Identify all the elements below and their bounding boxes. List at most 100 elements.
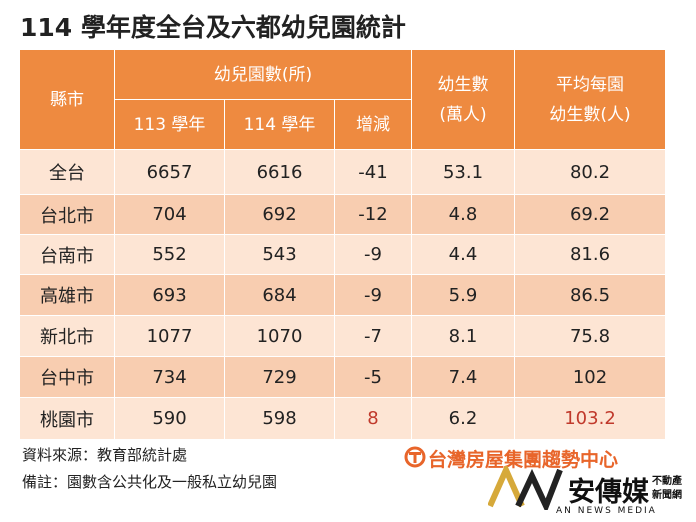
cell-text: 6657 bbox=[146, 161, 193, 183]
cell-text: 53.1 bbox=[442, 161, 484, 183]
title: 114 學年度全台及六都幼兒園統計 bbox=[20, 13, 406, 42]
header-text: 113 學年 bbox=[133, 114, 206, 135]
cell-text: 81.6 bbox=[569, 244, 611, 265]
cell-text: 103.2 bbox=[564, 408, 616, 429]
media-sub: 新聞網 bbox=[652, 490, 682, 501]
cell-text: 8.1 bbox=[448, 325, 478, 347]
header-cell: 幼兒園數(所) bbox=[115, 50, 412, 100]
cell-text: 桃園市 bbox=[40, 409, 94, 431]
table-cell: 86.5 bbox=[515, 275, 666, 316]
header-cell: 114 學年 bbox=[225, 100, 335, 150]
media-en: AN NEWS MEDIA bbox=[556, 506, 657, 516]
cell-text: 75.8 bbox=[569, 325, 611, 347]
cell-text: 台北市 bbox=[40, 205, 94, 227]
table-cell: 69.2 bbox=[515, 195, 666, 235]
table-cell: 543 bbox=[225, 235, 335, 275]
header-text: 縣市 bbox=[50, 89, 84, 110]
table-cell: 4.4 bbox=[412, 235, 515, 275]
table-cell: 693 bbox=[115, 275, 225, 316]
table-cell: 552 bbox=[115, 235, 225, 275]
media-logo: 安傳媒 bbox=[568, 477, 649, 508]
cell-text: 598 bbox=[262, 408, 297, 429]
cell-text: 552 bbox=[152, 244, 187, 265]
table-cell: 81.6 bbox=[515, 235, 666, 275]
header-cell: 縣市 bbox=[20, 50, 115, 150]
header-text: 114 學年 bbox=[243, 114, 316, 135]
table-cell: 704 bbox=[115, 195, 225, 235]
table-cell: 1070 bbox=[225, 316, 335, 357]
cell-text: -9 bbox=[364, 244, 382, 265]
trend-logo-icon bbox=[404, 446, 426, 468]
table-cell: 6616 bbox=[225, 150, 335, 195]
cell-text: 4.4 bbox=[448, 244, 478, 265]
cell-text: 4.8 bbox=[448, 204, 478, 225]
cell-text: 新北市 bbox=[40, 327, 94, 348]
cell-text: 1070 bbox=[256, 325, 303, 347]
cell-text: -41 bbox=[358, 161, 388, 183]
table-cell: -9 bbox=[335, 275, 412, 316]
note: 備註：園數含公共化及一般私立幼兒園 bbox=[22, 473, 278, 491]
cell-text: 729 bbox=[262, 366, 297, 388]
table-cell: 8.1 bbox=[412, 316, 515, 357]
cell-text: 台中市 bbox=[40, 368, 94, 389]
table-cell: -12 bbox=[335, 195, 412, 235]
table-cell: -9 bbox=[335, 235, 412, 275]
cell-text: 69.2 bbox=[569, 204, 611, 225]
cell-text: 704 bbox=[152, 204, 187, 225]
table-cell: 734 bbox=[115, 357, 225, 398]
table-cell: 台中市 bbox=[20, 357, 115, 398]
table-cell: 5.9 bbox=[412, 275, 515, 316]
header-cell: 增減 bbox=[335, 100, 412, 150]
cell-text: 543 bbox=[262, 244, 297, 265]
table-cell: 高雄市 bbox=[20, 275, 115, 316]
header-text: 幼兒園數(所) bbox=[213, 64, 313, 85]
header-text: 增減 bbox=[356, 114, 390, 135]
cell-text: 高雄市 bbox=[40, 286, 94, 307]
cell-text: 86.5 bbox=[569, 284, 611, 306]
header-text: 幼生數 bbox=[437, 74, 489, 95]
cell-text: 8 bbox=[367, 408, 379, 429]
table-cell: 新北市 bbox=[20, 316, 115, 357]
cell-text: 734 bbox=[152, 366, 187, 388]
table-cell: -41 bbox=[335, 150, 412, 195]
cell-text: 1077 bbox=[146, 325, 193, 347]
cell-text: 590 bbox=[152, 408, 187, 429]
cell-text: 6.2 bbox=[448, 408, 478, 429]
table-cell: 台南市 bbox=[20, 235, 115, 275]
table-cell: 692 bbox=[225, 195, 335, 235]
table-cell: 6.2 bbox=[412, 398, 515, 440]
table-cell: 全台 bbox=[20, 150, 115, 195]
header-cell: 平均每園幼生數(人) bbox=[515, 50, 666, 150]
table-cell: 台北市 bbox=[20, 195, 115, 235]
cell-text: 102 bbox=[572, 366, 608, 388]
table-cell: -5 bbox=[335, 357, 412, 398]
table-cell: 8 bbox=[335, 398, 412, 440]
cell-text: 80.2 bbox=[569, 161, 611, 183]
table-cell: 4.8 bbox=[412, 195, 515, 235]
table-cell: 598 bbox=[225, 398, 335, 440]
cell-text: 台南市 bbox=[40, 245, 94, 267]
table-cell: 729 bbox=[225, 357, 335, 398]
table-cell: 桃園市 bbox=[20, 398, 115, 440]
media-sub: 不動產 bbox=[652, 476, 682, 487]
cell-text: 6616 bbox=[256, 161, 303, 183]
cell-text: 692 bbox=[262, 204, 297, 225]
header-text: 平均每園 bbox=[556, 74, 624, 95]
note: 資料來源：教育部統計處 bbox=[22, 446, 188, 464]
cell-text: 全台 bbox=[49, 163, 85, 184]
media-logo-icon bbox=[488, 466, 563, 510]
header-text: 幼生數(人) bbox=[549, 104, 631, 125]
cell-text: 7.4 bbox=[448, 366, 478, 388]
cell-text: -5 bbox=[364, 366, 382, 388]
cell-text: 5.9 bbox=[448, 284, 478, 306]
table-cell: 590 bbox=[115, 398, 225, 440]
header-cell: 113 學年 bbox=[115, 100, 225, 150]
table-cell: 80.2 bbox=[515, 150, 666, 195]
table-cell: 102 bbox=[515, 357, 666, 398]
table-cell: -7 bbox=[335, 316, 412, 357]
header-cell: 幼生數 (萬人) bbox=[412, 50, 515, 150]
table-cell: 684 bbox=[225, 275, 335, 316]
header-text: (萬人) bbox=[439, 104, 487, 125]
table-cell: 53.1 bbox=[412, 150, 515, 195]
